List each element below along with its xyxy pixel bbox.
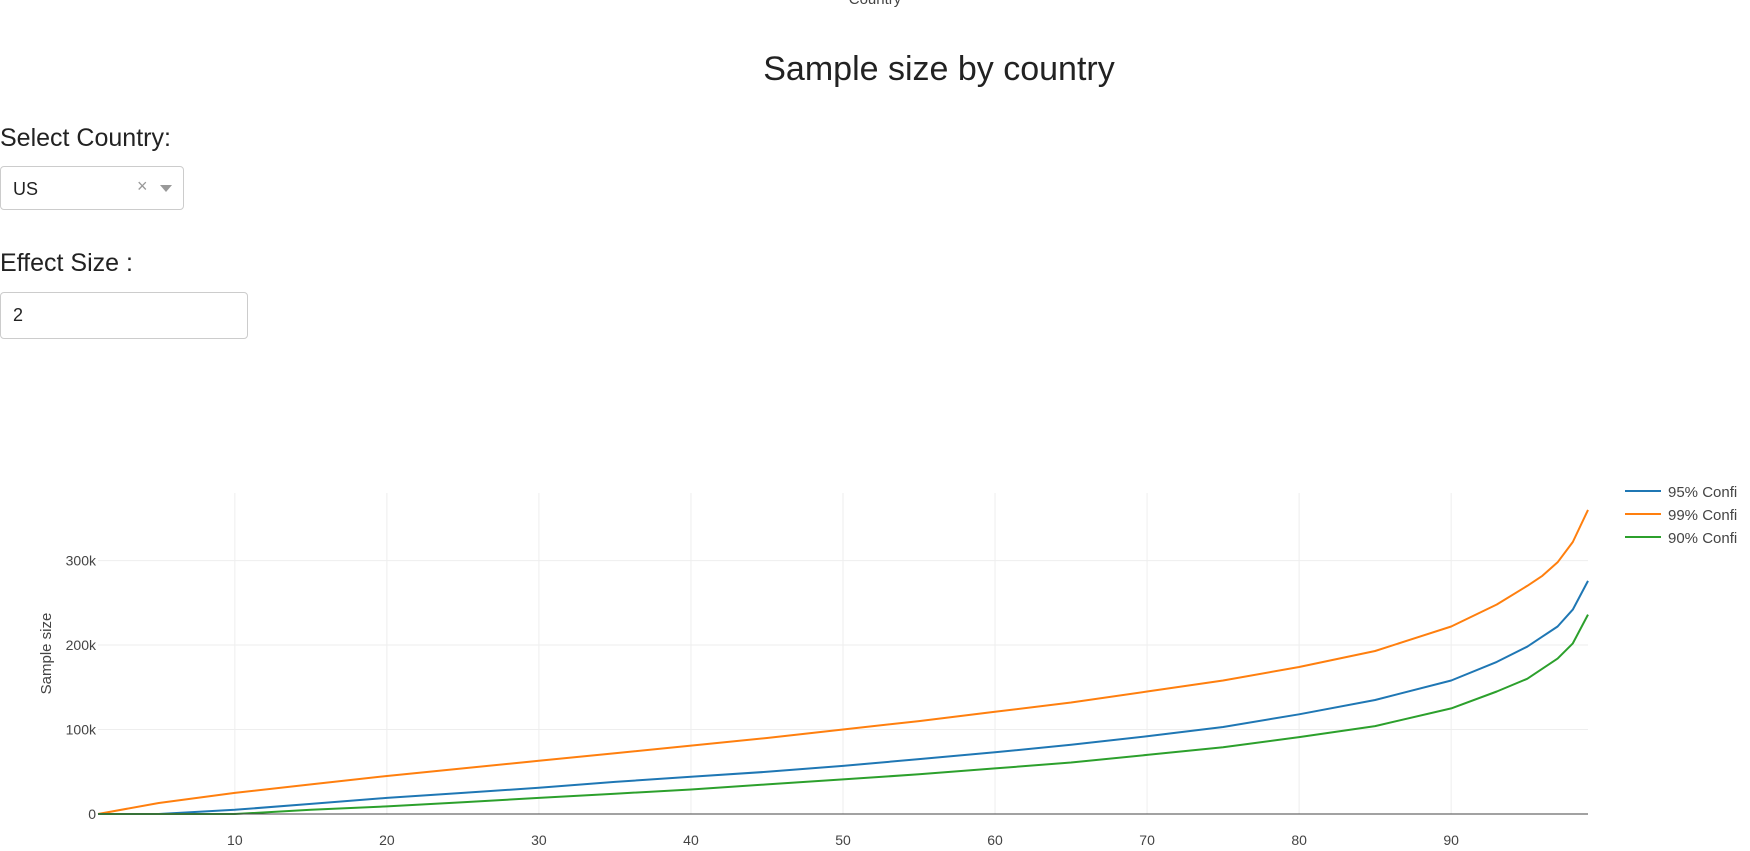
series-line-0 [98, 580, 1589, 815]
x-tick-label: 30 [531, 832, 547, 848]
x-tick-label: 70 [1139, 832, 1155, 848]
y-tick-label: 0 [88, 806, 96, 822]
clear-icon[interactable]: × [137, 176, 148, 196]
effect-size-label: Effect Size : [0, 249, 133, 277]
y-tick-label: 300k [66, 553, 97, 569]
legend-label: 95% Confi [1668, 484, 1737, 501]
x-tick-label: 40 [683, 832, 699, 848]
sample-size-chart: 10 20 30 40 50 60 70 80 90 0 100k 200k 300k Sample si… [38, 484, 1737, 848]
x-tick-label: 10 [227, 832, 243, 848]
y-axis-label: Sample size [38, 613, 55, 695]
country-select-label: Select Country: [0, 124, 171, 152]
chevron-down-icon[interactable] [160, 185, 172, 192]
x-tick-label: 90 [1443, 832, 1459, 848]
effect-size-input[interactable] [0, 292, 248, 339]
series-line-2 [98, 614, 1589, 815]
legend-label: 90% Confi [1668, 530, 1737, 547]
y-tick-label: 100k [66, 722, 97, 738]
x-tick-label: 50 [835, 832, 851, 848]
legend[interactable]: 95% Confi 99% Confi 90% Confi [1625, 484, 1737, 547]
axes: 10 20 30 40 50 60 70 80 90 0 100k 200k 300k Sample si… [38, 553, 1588, 848]
x-tick-label: 20 [379, 832, 395, 848]
plot-series [97, 509, 1589, 815]
country-select-value: US [13, 179, 39, 199]
top-axis-label: Country [0, 0, 1750, 8]
x-tick-label: 80 [1291, 832, 1307, 848]
page-title: Sample size by country [763, 50, 1115, 88]
country-select[interactable]: US × [0, 166, 184, 210]
legend-label: 99% Confi [1668, 507, 1737, 524]
series-line-1 [97, 509, 1589, 815]
y-tick-label: 200k [66, 637, 97, 653]
grid-lines [98, 493, 1588, 814]
x-tick-label: 60 [987, 832, 1003, 848]
